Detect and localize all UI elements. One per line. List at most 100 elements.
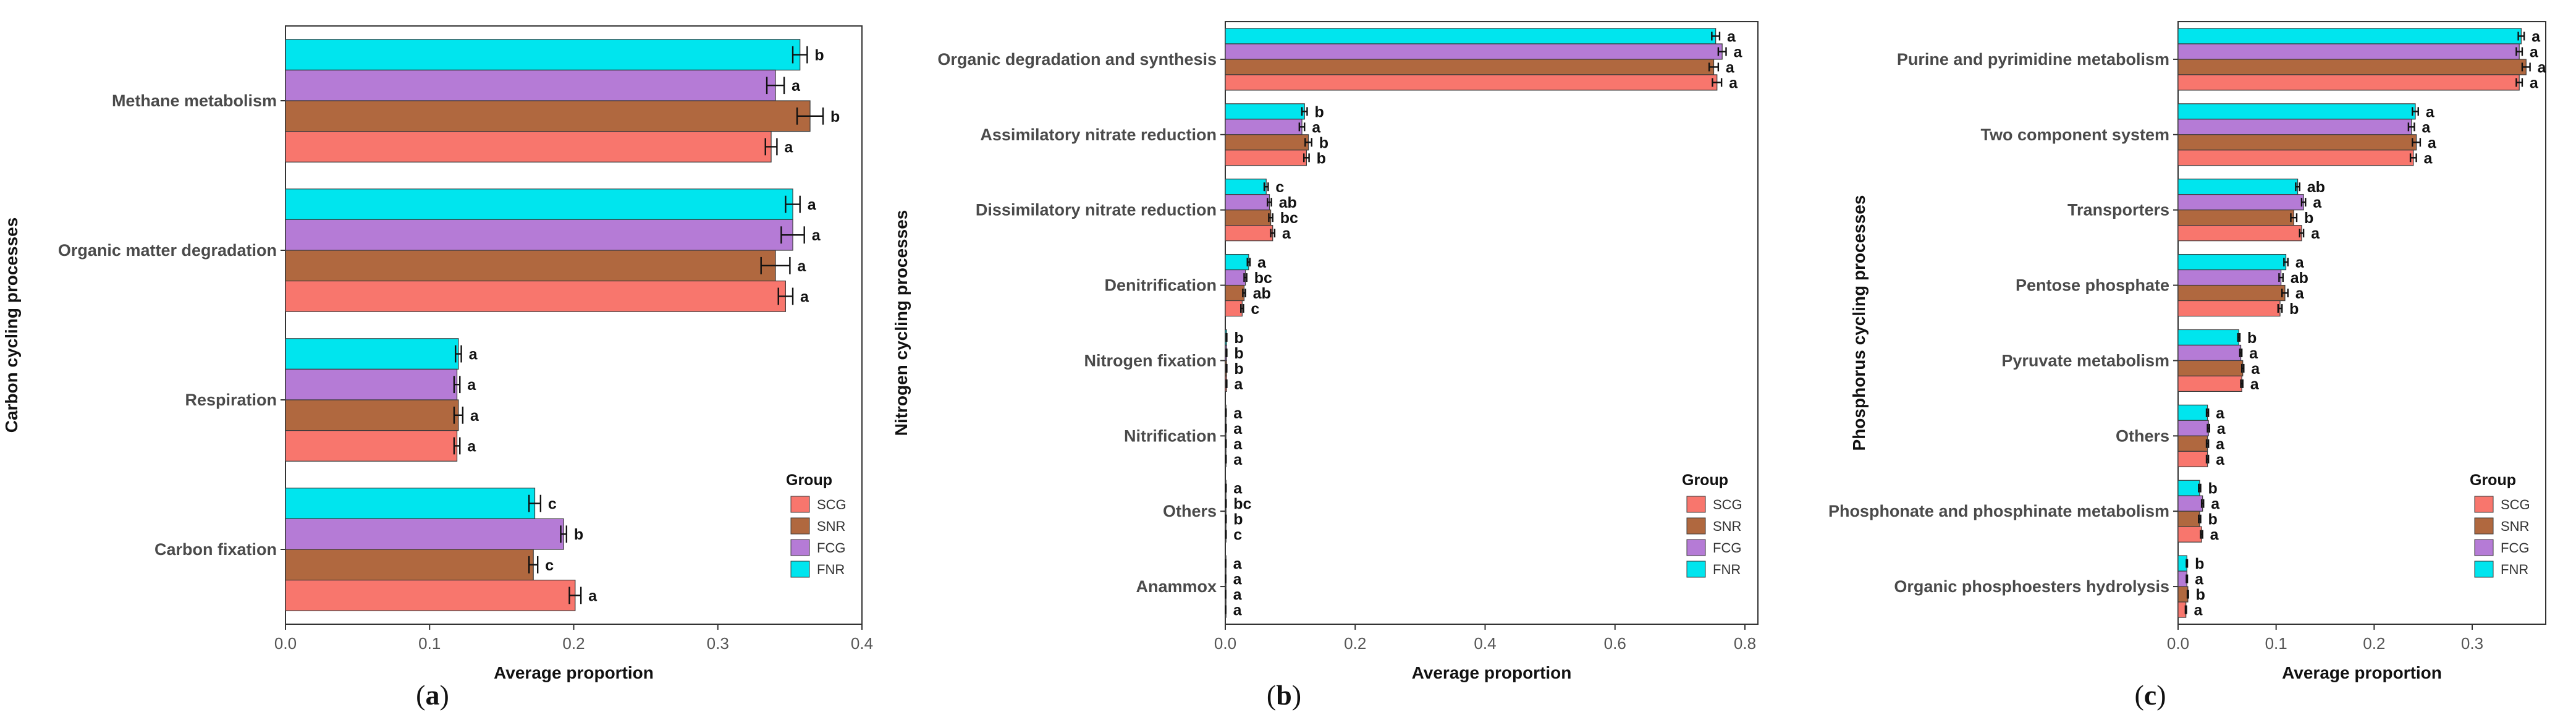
bar: [2177, 586, 2189, 603]
category-label: Pyruvate metabolism: [2001, 351, 2169, 370]
bar: [2177, 253, 2287, 271]
significance-label: a: [2313, 194, 2322, 211]
category-label: Denitrification: [1104, 276, 1217, 295]
significance-label: c: [1275, 179, 1284, 196]
significance-label: a: [1233, 480, 1243, 498]
x-axis-title: Average proportion: [494, 663, 654, 682]
significance-label: a: [467, 376, 476, 394]
legend-label: SNR: [817, 519, 845, 534]
significance-label: b: [830, 108, 840, 125]
category-label: Transporters: [2067, 201, 2169, 219]
bar: [2177, 480, 2200, 496]
bar: [285, 219, 793, 251]
significance-label: a: [800, 288, 809, 305]
legend-label: FNR: [2501, 562, 2528, 577]
category-label: Respiration: [185, 391, 277, 409]
significance-label: a: [808, 197, 817, 214]
x-tick-label: 0.0: [274, 634, 297, 653]
legend-swatch: [790, 496, 810, 513]
significance-label: a: [1234, 376, 1243, 393]
bar: [2177, 300, 2281, 317]
bar: [285, 100, 811, 132]
bar: [1225, 225, 1273, 242]
legend-label: FNR: [817, 562, 845, 577]
significance-label: a: [1233, 602, 1243, 619]
legend-swatch: [790, 539, 810, 556]
legend-label: SNR: [2501, 519, 2529, 534]
significance-label: a: [1233, 436, 1243, 453]
significance-label: a: [2530, 43, 2539, 61]
bar: [285, 69, 776, 101]
legend-label: SCG: [1713, 497, 1742, 512]
bar: [285, 131, 772, 163]
significance-label: b: [2208, 511, 2217, 528]
significance-label: ab: [2291, 269, 2308, 287]
significance-label: bc: [1280, 210, 1298, 227]
bar: [1225, 194, 1270, 211]
bar: [2177, 284, 2286, 302]
bar: [2177, 194, 2304, 211]
bar: [2177, 150, 2414, 166]
significance-label: a: [2216, 405, 2225, 422]
y-axis-title: Phosphorus cycling processes: [1849, 195, 1869, 451]
bar: [2177, 404, 2208, 421]
significance-label: a: [2530, 74, 2539, 91]
bar: [2177, 28, 2522, 44]
significance-label: c: [1251, 300, 1259, 318]
panel-c-phosphorus-chart: aaabababbaaaabaaaaaabaaabbaaabaaaaPurine…: [1828, 21, 2547, 711]
significance-label: a: [2422, 119, 2431, 136]
significance-label: a: [2195, 571, 2204, 588]
category-label: Assimilatory nitrate reduction: [980, 125, 1217, 144]
significance-label: a: [2424, 150, 2433, 167]
category-label: Purine and pyrimidine metabolism: [1897, 50, 2169, 69]
significance-label: b: [574, 526, 583, 543]
category-label: Nitrification: [1124, 426, 1217, 445]
significance-label: b: [1233, 511, 1243, 528]
bar: [2177, 43, 2520, 60]
significance-label: a: [2216, 436, 2225, 453]
bar: [1225, 74, 1718, 91]
legend-swatch: [2474, 496, 2494, 513]
y-axis-title: Carbon cycling processes: [2, 218, 21, 433]
significance-label: bc: [1254, 269, 1272, 287]
bar: [2177, 59, 2527, 75]
category-label: Others: [1163, 502, 1217, 520]
plot-frame: [1225, 21, 1759, 625]
category-label: Dissimilatory nitrate reduction: [976, 201, 1217, 219]
significance-label: b: [2304, 210, 2313, 227]
bar: [2177, 375, 2242, 392]
category-label: Others: [2116, 426, 2169, 445]
significance-label: a: [2295, 285, 2305, 302]
bar: [1225, 43, 1723, 60]
legend-label: SCG: [2501, 497, 2530, 512]
significance-label: a: [2249, 345, 2258, 362]
significance-label: a: [1233, 556, 1243, 573]
bar: [285, 518, 564, 550]
bar: [2177, 420, 2209, 436]
significance-label: ab: [1253, 285, 1271, 302]
category-label: Nitrogen fixation: [1084, 351, 1217, 370]
x-tick-label: 0.0: [2167, 634, 2189, 653]
significance-label: a: [1726, 59, 1735, 76]
significance-label: ab: [1279, 194, 1297, 211]
bar: [285, 488, 536, 519]
bar: [2177, 103, 2416, 120]
significance-label: a: [588, 587, 598, 604]
x-tick-label: 0.8: [1734, 634, 1756, 653]
significance-label: c: [1233, 527, 1242, 544]
bar: [2177, 451, 2208, 467]
bar: [2177, 119, 2412, 135]
bar: [285, 281, 786, 312]
x-tick-label: 0.1: [418, 634, 441, 653]
category-label: Phosphonate and phosphinate metabolism: [1828, 502, 2169, 520]
legend-label: FCG: [2501, 540, 2529, 556]
significance-label: b: [2196, 587, 2205, 604]
bar: [2177, 134, 2417, 151]
legend-title: Group: [2470, 472, 2516, 489]
significance-label: a: [1233, 571, 1243, 588]
significance-label: bc: [1233, 496, 1251, 513]
significance-label: b: [1319, 134, 1328, 151]
bar: [285, 250, 776, 282]
category-label: Pentose phosphate: [2016, 276, 2169, 295]
